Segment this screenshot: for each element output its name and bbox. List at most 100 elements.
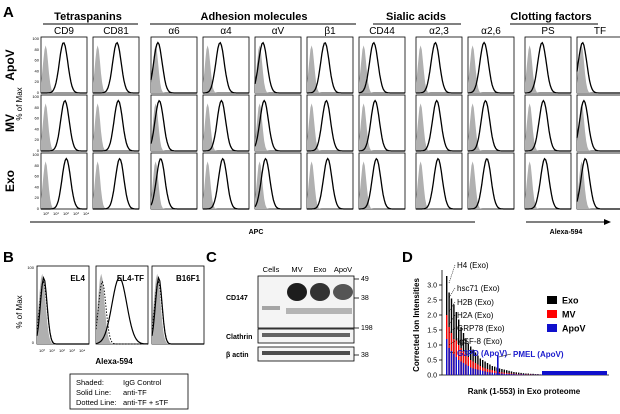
blot-label: CD147: [226, 295, 248, 302]
panel-d-ylabel: Corrected Ion Intensities: [412, 278, 421, 372]
y-tick-label: 100: [32, 36, 39, 41]
isotype-control-fill: [41, 45, 87, 93]
row-label: MV: [3, 114, 17, 132]
panel-a-column-labels: CD9 CD81 α6 α4 αV β1 CD44 α2,3 α2,6 PS TF: [54, 26, 606, 37]
panel-a-x-ticks: 10⁰ 10¹ 10² 10³ 10⁴: [43, 211, 89, 216]
panel-a-row-labels: ApoV MV Exo: [3, 49, 17, 192]
column-label: PS: [541, 26, 555, 37]
panel-b-histogram: EL4: [36, 265, 90, 345]
bar-exo: [484, 361, 486, 375]
legend-key: Dotted Line:: [76, 398, 116, 407]
y-tick-label: 100: [32, 152, 39, 157]
column-label: αV: [272, 26, 285, 37]
annotation-arrow: [448, 264, 456, 284]
panel-label-b: B: [3, 249, 14, 266]
legend-value: anti-TF: [123, 388, 147, 397]
bar-exo: [527, 373, 529, 375]
panel-d-chart: 3.0 2.5 2.0 1.5 1.0 0.5 0.0 Corrected Ion Inten…: [412, 261, 609, 396]
y-tick-label: 100: [32, 94, 39, 99]
column-label: TF: [594, 26, 606, 37]
bar-apov: [450, 351, 453, 375]
panel-b-histogram: B16F1: [151, 265, 205, 345]
lane-label: Exo: [314, 265, 327, 274]
isotype-control-fill: [93, 103, 139, 151]
histogram-frame: [467, 36, 515, 94]
isotype-control-fill: [416, 103, 462, 151]
blot-label: β actin: [226, 352, 249, 359]
column-label: CD9: [54, 26, 74, 37]
bar-apov: [510, 374, 513, 375]
histogram-cell: [202, 94, 250, 152]
x-tick-label: 10⁰: [39, 348, 45, 353]
bar-tail: [542, 371, 607, 375]
histogram-cell: [524, 94, 572, 152]
stain-curve: [576, 41, 620, 94]
group-header-sialic: Sialic acids: [386, 11, 446, 23]
stain-curve: [150, 41, 197, 94]
histogram-cell: [40, 152, 88, 210]
annotation-label: hsc71 (Exo): [457, 284, 500, 293]
histogram-cell: [415, 152, 463, 210]
blot-band: [310, 283, 330, 301]
panel-b-xaxis-label: Alexa-594: [95, 357, 133, 366]
bar-exo: [513, 372, 515, 375]
stain-curve: [307, 42, 353, 94]
x-tick-label: 10⁴: [83, 211, 89, 216]
panel-d-xlabel: Rank (1-553) in Exo proteome: [468, 387, 581, 396]
bar-apov: [479, 370, 481, 375]
isotype-control-fill: [468, 103, 514, 151]
x-tick-label: 10¹: [49, 348, 55, 353]
annotation-label: H2A (Exo): [457, 311, 494, 320]
lane-label: ApoV: [334, 265, 352, 274]
column-label: α4: [220, 26, 232, 37]
y-tick-label: 20: [35, 137, 40, 142]
y-tick-label: 60: [35, 116, 40, 121]
histogram-cell: [150, 152, 198, 210]
alexa-axis-arrow: [604, 219, 611, 225]
legend-value: IgG Control: [123, 378, 162, 387]
stain-curve: [150, 158, 197, 210]
bar-apov: [520, 374, 522, 375]
y-tick-label: 20: [35, 195, 40, 200]
histogram-frame: [202, 36, 250, 94]
anti-tf-curve: [151, 275, 204, 345]
histogram-cell: [358, 36, 406, 94]
bar-exo: [508, 370, 510, 375]
row-label: ApoV: [3, 49, 17, 80]
bar-apov: [513, 374, 515, 375]
histogram-cell: [358, 152, 406, 210]
annotation-label: GRP78 (Exo): [457, 324, 505, 333]
mw-marker: 38: [361, 295, 369, 302]
y-tick-label: 2.0: [427, 313, 437, 320]
stain-curve: [576, 99, 620, 152]
panel-b-yaxis-label: % of Max: [15, 295, 24, 328]
bar-exo: [515, 372, 517, 375]
bar-exo: [525, 373, 527, 375]
stain-curve: [203, 157, 249, 210]
panel-c-western-blot: Cells MV Exo ApoV CD147 Clathrin β actin 49 38 19…: [226, 265, 373, 362]
bar-apov: [489, 372, 491, 375]
isotype-control-fill: [359, 45, 405, 93]
isotype-control-fill: [151, 103, 197, 151]
y-tick-label: 40: [35, 126, 40, 131]
histogram-cell: [40, 36, 88, 94]
anti-tf-stf-curve: [36, 280, 89, 345]
bar-exo: [520, 372, 522, 375]
blot-cd147: [257, 275, 355, 329]
histogram-cell: [40, 94, 88, 152]
stain-curve: [150, 99, 197, 152]
panel-b-cell-label: B16F1: [176, 274, 201, 283]
isotype-control-fill: [151, 161, 197, 209]
histogram-cell: [92, 94, 140, 152]
panel-a-yaxis-label: % of Max: [15, 87, 24, 120]
row-label: Exo: [3, 170, 17, 192]
histogram-frame: [92, 94, 140, 152]
column-label: CD81: [103, 26, 129, 37]
y-tick-label: 0: [37, 206, 40, 211]
mw-marker: 38: [361, 352, 369, 359]
annotation-arrow: [448, 287, 456, 299]
histogram-cell: [202, 36, 250, 94]
bar-apov: [472, 368, 474, 375]
panel-b-cell-label: EL4-TF: [117, 274, 144, 283]
blot-band: [262, 333, 350, 337]
